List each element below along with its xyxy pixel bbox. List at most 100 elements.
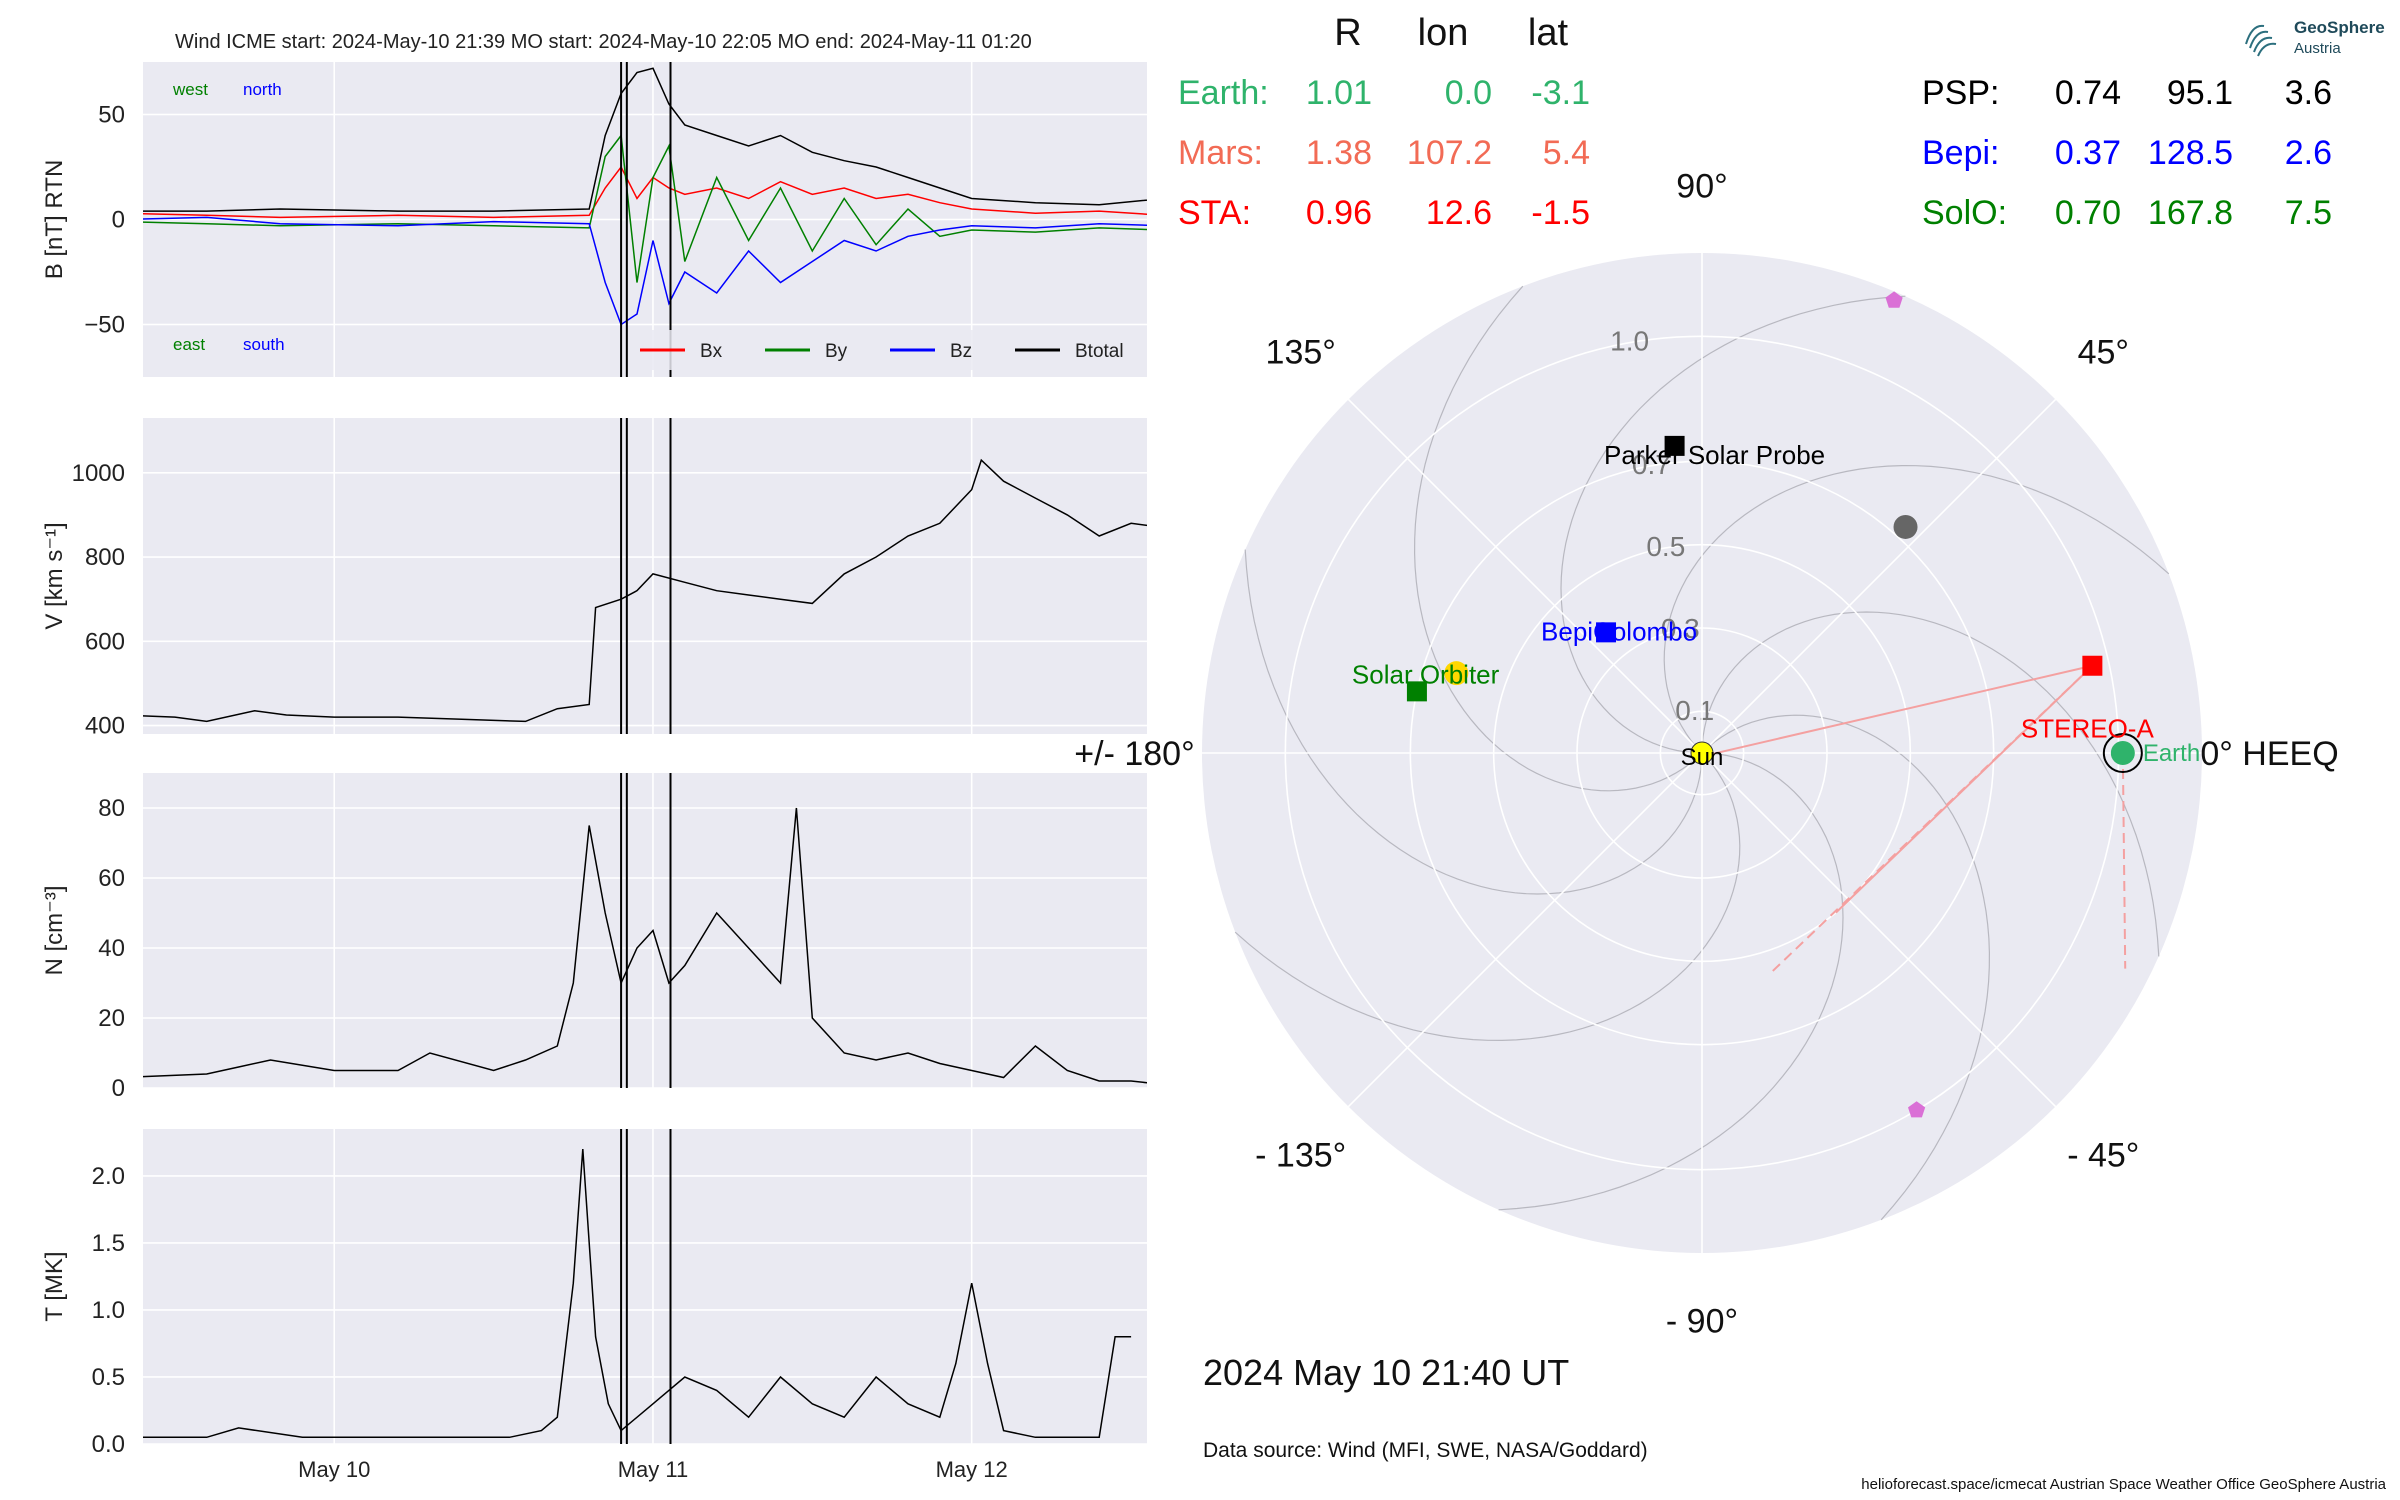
body-label: Parker Solar Probe (1604, 440, 1825, 470)
y-axis-label: B [nT] RTN (41, 160, 68, 280)
marker-marker (1444, 661, 1469, 686)
legend-label: Btotal (1075, 341, 1124, 362)
y-tick-label: 800 (85, 544, 125, 571)
body-label: BepiColombo (1541, 616, 1697, 646)
y-tick-label: 0.0 (92, 1431, 125, 1458)
y-tick-label: 2.0 (92, 1163, 125, 1190)
corner-label-west: west (172, 80, 208, 99)
row-lat: 3.6 (2285, 74, 2332, 112)
angle-label: - 135° (1255, 1136, 1346, 1174)
series-line-Bx (143, 165, 1147, 219)
marker-marker (1885, 291, 1903, 308)
series-line-temperature (143, 1149, 1132, 1439)
angular-grid-line (1701, 398, 2057, 754)
row-lat: 7.5 (2285, 194, 2332, 232)
series-line-velocity (143, 458, 1147, 723)
row-lat: -1.5 (1531, 194, 1590, 232)
series-line-Btotal (143, 67, 1147, 212)
y-axis-label: N [cm⁻³] (41, 886, 68, 976)
row-lon: 12.6 (1426, 194, 1492, 232)
panel-density: 0 20 40 60 80 N [cm⁻³] (41, 773, 1147, 1102)
y-tick-label: 400 (85, 713, 125, 740)
row-name: SolO: (1922, 194, 2007, 232)
column-header-lat: lat (1528, 12, 1569, 54)
panel-background (143, 1129, 1147, 1444)
row-name: Earth: (1178, 74, 1269, 112)
radial-tick-label: 0.7 (1632, 449, 1671, 480)
series-line-density (143, 807, 1147, 1084)
body-label: STEREO-A (2021, 714, 2155, 744)
panel-temperature: 0.0 0.5 1.0 1.5 2.0 T [MK] May 10 May 11 May 12 (41, 1129, 1147, 1482)
y-axis-label: T [MK] (41, 1251, 68, 1321)
corner-label-north: north (243, 80, 282, 99)
series-line-Bz (143, 216, 1147, 326)
y-tick-label: 60 (98, 865, 125, 892)
x-tick-label: May 11 (618, 1457, 689, 1482)
stereo-a-fov (1709, 664, 2127, 972)
row-r: 0.70 (2055, 194, 2121, 232)
panel-velocity: 400 600 800 1000 V [km s⁻¹] (41, 418, 1147, 740)
row-lat: 2.6 (2285, 134, 2332, 172)
legend: Bx By Bz Btotal (630, 330, 1140, 370)
series-group (143, 1149, 1132, 1439)
y-tick-label: 50 (98, 102, 125, 129)
marker-marker (1908, 1101, 1926, 1118)
legend-label: Bz (950, 341, 972, 362)
y-tick-label: 20 (98, 1005, 125, 1032)
panel-background (143, 773, 1147, 1088)
row-name: Mars: (1178, 134, 1263, 172)
logo-subtitle: Austria (2294, 40, 2341, 57)
fov-line-dashed (1772, 665, 2094, 972)
y-tick-label: 80 (98, 795, 125, 822)
radial-tick-label: 0.3 (1661, 613, 1700, 644)
row-lon: 0.0 (1445, 74, 1492, 112)
column-header-R: R (1334, 12, 1361, 54)
earth-ring (2102, 733, 2143, 773)
marker-marker (1893, 514, 1918, 539)
row-lon: 128.5 (2148, 134, 2233, 172)
time-series-panels: −50 0 50 B [nT] RTN west north east south Bx By Bz… (41, 62, 1147, 1482)
wind-title: Wind ICME start: 2024-May-10 21:39 MO st… (175, 31, 1032, 53)
row-r: 1.01 (1306, 74, 1372, 112)
row-name: PSP: (1922, 74, 1999, 112)
sun-marker (1690, 741, 1714, 765)
row-name: Bepi: (1922, 134, 2000, 172)
angle-label: - 90° (1666, 1303, 1738, 1341)
y-tick-label: 0 (112, 207, 125, 234)
panel-background (143, 418, 1147, 734)
y-tick-label: 40 (98, 935, 125, 962)
bepicolombo-marker (1596, 622, 1617, 643)
polar-position-plot: 0.1 0.3 0.5 0.7 1.0 90° 45° 0° HEEQ - 45° - 90° - … (1074, 168, 2338, 1341)
row-lat: 5.4 (1543, 134, 1590, 172)
x-tick-label: May 12 (936, 1457, 1008, 1482)
row-name: STA: (1178, 194, 1251, 232)
geosphere-logo: GeoSphere Austria (2238, 14, 2388, 64)
angular-grid-line (1701, 752, 2057, 1108)
corner-label-south: south (243, 335, 285, 354)
angle-label: 90° (1676, 168, 1727, 206)
row-r: 0.37 (2055, 134, 2121, 172)
body-label: Earth (2143, 740, 2200, 767)
row-lon: 107.2 (1407, 134, 1492, 172)
angular-grid-line (1347, 752, 1703, 1108)
angular-grid-line (1347, 398, 1703, 754)
panel-magnetic_field: −50 0 50 B [nT] RTN west north east south Bx By Bz… (41, 62, 1147, 377)
earth-marker (2110, 741, 2135, 765)
series-line-By (143, 133, 1147, 283)
radial-tick-label: 1.0 (1610, 326, 1649, 357)
row-lat: -3.1 (1531, 74, 1590, 112)
parker-solar-probe-marker (1664, 435, 1685, 456)
y-tick-label: 0 (112, 1075, 125, 1102)
corner-label-east: east (173, 335, 205, 354)
series-group (143, 458, 1147, 723)
footer-credits: helioforecast.space/icmecat Austrian Spa… (1861, 1476, 2386, 1493)
series-group (143, 807, 1147, 1084)
row-r: 0.74 (2055, 74, 2121, 112)
y-tick-label: 1000 (72, 460, 125, 487)
y-tick-label: 1.0 (92, 1297, 125, 1324)
legend-label: Bx (700, 341, 723, 362)
y-tick-label: 1.5 (92, 1230, 125, 1257)
y-tick-label: −50 (84, 312, 125, 339)
